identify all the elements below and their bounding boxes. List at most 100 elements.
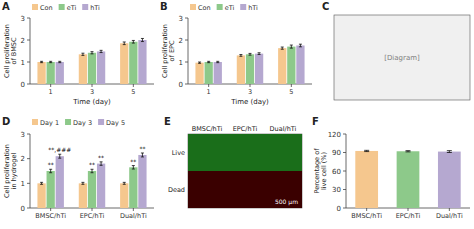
bar: [129, 167, 137, 208]
x-tick-label: 3: [248, 88, 252, 96]
bar: [214, 62, 222, 84]
error-bar: [58, 61, 61, 62]
y-tick-label: 60: [332, 168, 341, 176]
bar: [278, 48, 286, 84]
y-tick: [343, 171, 346, 172]
legend: ConeTihTi: [190, 4, 258, 12]
image-box: [334, 15, 470, 100]
y-tick: [27, 134, 30, 135]
y-tick: [343, 208, 346, 209]
bar: [88, 53, 96, 84]
legend-swatch: [240, 4, 246, 10]
y-axis-line: [188, 18, 189, 84]
error-bar: [58, 154, 61, 158]
legend-swatch: [82, 4, 88, 10]
y-axis-label-line: in hydrogel: [10, 153, 18, 190]
bar: [287, 47, 295, 84]
bar: [56, 62, 64, 84]
y-axis-label-line: of BMSC: [10, 37, 18, 65]
bar: [47, 62, 55, 84]
y-tick: [185, 62, 188, 63]
bar: [79, 54, 87, 84]
y-tick-label: 2: [179, 37, 183, 45]
y-axis-label: Cell proliferationof EPC: [161, 24, 177, 78]
annotation: 500 μm: [275, 198, 298, 206]
x-tick-label: 1: [207, 88, 211, 96]
y-tick: [27, 183, 30, 184]
error-bar: [100, 50, 103, 52]
y-tick-label: 2: [21, 37, 25, 45]
y-tick-label: 0: [21, 81, 25, 89]
marks: [37, 38, 146, 84]
panel-title: D: [2, 116, 10, 127]
error-bar: [81, 182, 84, 184]
x-tick-label: BMSC/hTi: [351, 212, 382, 220]
x-tick-label: 3: [90, 88, 94, 96]
legend-label: Con: [40, 4, 53, 12]
x-tick: [291, 84, 292, 87]
error-bar: [49, 61, 52, 62]
bar: [296, 46, 304, 85]
y-tick: [27, 208, 30, 209]
x-tick: [92, 208, 93, 211]
bar: [97, 164, 105, 208]
y-tick-label: 1: [179, 59, 183, 67]
legend-label: Day 1: [40, 119, 59, 127]
legend-swatch: [190, 4, 196, 10]
y-tick-label: 1: [21, 180, 25, 188]
error-bar: [281, 47, 284, 49]
bar: [237, 55, 245, 84]
marks: [355, 150, 460, 208]
panel-title: F: [312, 116, 319, 127]
legend-label: eTi: [67, 4, 77, 12]
x-tick: [50, 84, 51, 87]
error-bar: [123, 42, 126, 45]
annotation: **: [48, 161, 54, 168]
column-label: Dual/hTi: [270, 125, 297, 133]
legend-swatch: [32, 4, 38, 10]
legend-label: Con: [198, 4, 211, 12]
image-row: [188, 171, 302, 208]
error-bar: [132, 40, 135, 43]
y-tick: [343, 189, 346, 190]
annotation: **: [89, 161, 95, 168]
bar: [47, 171, 55, 208]
error-bar: [123, 182, 126, 184]
panel-title: A: [2, 1, 10, 12]
legend: Day 1Day 3Day 5: [32, 119, 125, 127]
y-axis-label: Percentage oflive cell (%): [313, 148, 329, 194]
bar: [255, 54, 263, 84]
y-tick-label: 2: [21, 155, 25, 163]
error-bar: [91, 169, 94, 172]
column-label: BMSC/hTi: [192, 125, 223, 133]
marks: [195, 44, 304, 84]
error-bar: [207, 61, 210, 62]
bar: [138, 40, 146, 84]
marks: [37, 153, 146, 208]
panel-title: C: [322, 1, 329, 12]
y-tick-label: 120: [328, 131, 341, 139]
error-bar: [81, 53, 84, 55]
legend-label: hTi: [90, 4, 100, 12]
bar: [438, 152, 461, 208]
y-tick: [27, 158, 30, 159]
legend-swatch: [65, 119, 71, 125]
panel-title: E: [164, 116, 171, 127]
error-bar: [406, 151, 411, 152]
error-bar: [258, 53, 261, 55]
x-tick: [92, 84, 93, 87]
legend-label: Day 5: [106, 119, 125, 127]
y-tick: [185, 18, 188, 19]
annotation: **: [130, 158, 136, 165]
legend-label: eTi: [225, 4, 235, 12]
y-axis-line: [30, 18, 31, 84]
error-bar: [364, 150, 369, 151]
y-tick-label: 3: [179, 15, 183, 23]
error-bar: [249, 53, 252, 55]
error-bar: [447, 151, 452, 153]
y-tick: [27, 62, 30, 63]
y-tick: [185, 84, 188, 85]
y-tick-label: 0: [179, 81, 183, 89]
x-tick-label: Dual/hTi: [120, 212, 147, 220]
bar: [205, 62, 213, 84]
